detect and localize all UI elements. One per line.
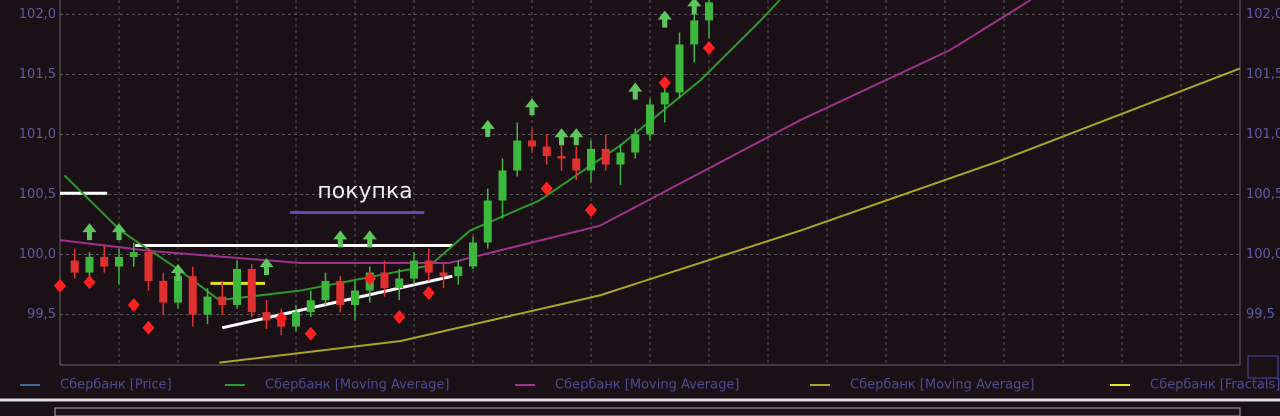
candle-body [380,272,389,289]
fractal-up [687,0,702,15]
fractal-down [127,297,140,312]
fractal-down [54,278,66,293]
fractal-up [525,98,539,116]
fractal-up [569,128,584,146]
candle-body [144,252,153,281]
candle-body [115,256,123,267]
fractal-up [333,230,348,248]
fractal-up [112,223,126,241]
legend-label: Сбербанк [Fractals] [1150,378,1280,393]
annotation: покупка [317,179,412,204]
axis-box [1247,355,1279,379]
candle-body [336,280,345,305]
legend-label: Сбербанк [Price] [60,378,172,393]
candle-body [705,2,713,21]
candle-body [247,268,256,313]
candle-body [483,200,492,243]
candle-body [587,148,595,171]
fractal-down [304,326,317,341]
fractal-down [540,181,553,196]
candle-body [690,20,699,45]
y-tick-label-right: 100,5 [1246,187,1280,202]
candle-body [174,276,182,303]
candle-body [100,256,109,267]
candle-body [351,290,359,305]
fractal-down [83,275,96,290]
candle-body [188,276,197,315]
fractal-down [275,311,288,326]
fractal-up [259,257,274,275]
fractal-down [142,320,155,335]
candle-body [572,158,581,171]
fractal-up [362,230,377,248]
y-tick-label: 100,5 [19,187,56,202]
fractal-down [658,75,671,90]
candle-body [616,152,625,165]
candle-body [203,296,212,315]
legend-label: Сбербанк [Moving Average] [850,378,1034,393]
candle-body [292,312,300,327]
candle-body [159,280,168,303]
moving-average-line [59,0,1032,264]
candle-body [218,296,227,305]
y-tick-label: 99,5 [27,307,56,322]
y-tick-label-right: 101,0 [1246,127,1280,142]
candle-body [395,278,404,289]
candle-body [631,134,640,153]
fractal-up [171,263,185,281]
legend-label: Сбербанк [Moving Average] [555,378,739,393]
legend: Сбербанк [Price] Сбербанк [Moving Average… [20,378,1280,393]
y-tick-label: 101,0 [19,127,56,142]
candle-body [528,140,536,147]
candle-body [660,92,669,105]
fractal-up [628,82,643,100]
candle-body [469,242,477,267]
lower-pane [54,407,1241,416]
y-tick-label: 100,0 [19,247,56,262]
fractal-up [480,119,495,137]
candle-body [513,140,522,171]
candle-body [129,252,138,257]
fractal-up [82,223,97,241]
y-tick-label-right: 99,5 [1246,307,1275,322]
candle-body [262,312,271,321]
candle-body [439,272,448,277]
y-tick-label-right: 102,0 [1246,7,1280,22]
fractal-up [554,128,569,146]
candle-body [424,260,433,273]
moving-average-line [63,0,781,302]
candle-body [233,268,241,305]
fractal-down [393,309,406,324]
candle-body [675,44,684,93]
y-tick-label-right: 100,0 [1246,247,1280,262]
candle-body [410,260,418,279]
fractal-up [657,10,672,28]
candle-body [542,146,551,157]
candle-body [646,104,654,135]
fractal-down [422,285,435,300]
candle-body [498,170,507,201]
y-tick-label: 102,0 [19,7,56,22]
candle-body [306,300,315,313]
legend-label: Сбербанк [Moving Average] [265,378,449,393]
candle-body [557,156,566,159]
candle-body [70,260,79,273]
fractal-down [585,203,597,218]
fractal-down [363,271,376,286]
candle-body [454,266,463,277]
candle-body [321,280,330,301]
candle-body [85,256,94,273]
fractal-down [703,41,715,56]
candle-body [601,148,610,165]
y-tick-label: 101,5 [19,67,56,82]
y-tick-label-right: 101,5 [1246,67,1280,82]
moving-average-line [219,67,1241,364]
